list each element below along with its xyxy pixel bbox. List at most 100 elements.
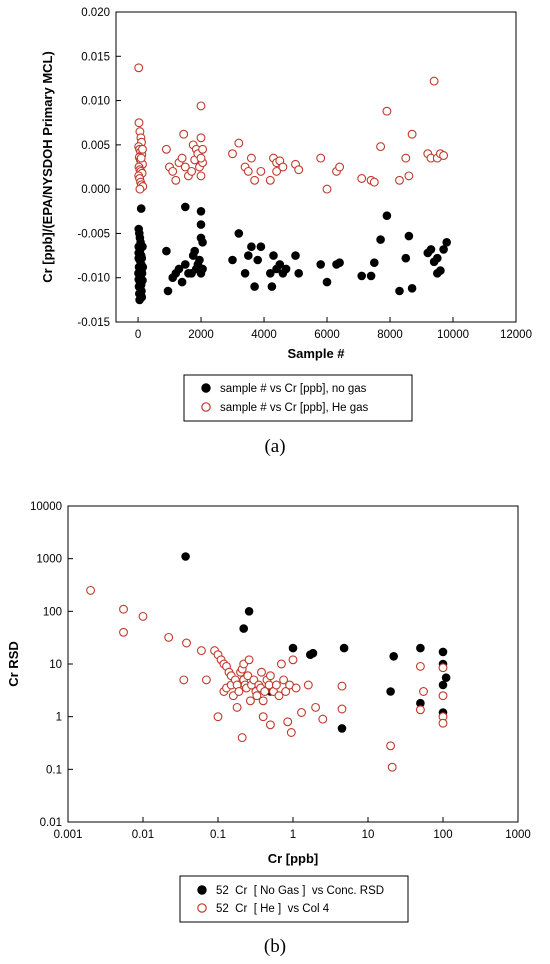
chart-a-point-series-2 — [177, 153, 187, 163]
chart-b-point-series-1 — [339, 643, 349, 653]
chart-b-point-series-2 — [179, 675, 189, 685]
chart-a-point-series-1 — [138, 242, 147, 252]
chart-a-point-series-1 — [134, 248, 144, 258]
chart-a-point-series-2 — [134, 118, 144, 128]
chart-a-point-series-2 — [439, 151, 449, 160]
chart-b-point-series-2 — [286, 728, 296, 737]
chart-a-point-series-2 — [401, 153, 411, 163]
chart-a-point-series-1 — [234, 229, 244, 238]
chart-b-legend-marker-he-gas — [197, 903, 207, 913]
chart-b-point-series-2 — [415, 705, 425, 715]
chart-a-y-tick-label: 0.020 — [81, 7, 110, 19]
chart-b-point-series-2 — [182, 638, 191, 648]
chart-a-point-series-2 — [136, 153, 146, 163]
chart-b-point-series-2 — [297, 708, 306, 717]
chart-b-y-tick-label: 1 — [56, 712, 62, 724]
chart-a-point-series-2 — [196, 171, 206, 181]
chart-a-point-series-2 — [369, 177, 379, 187]
chart-b-point-series-2 — [119, 627, 128, 637]
chart-b-y-tick-label: 100 — [43, 606, 62, 618]
chart-b-point-series-2 — [258, 696, 268, 706]
chart-a-point-series-1 — [369, 258, 379, 268]
chart-a-point-series-2 — [395, 175, 404, 185]
chart-a-point-series-2 — [357, 174, 367, 183]
chart-a-point-series-1 — [250, 282, 259, 291]
chart-a-point-series-2 — [135, 184, 145, 194]
chart-b-point-series-2 — [252, 691, 262, 701]
chart-a-point-series-1 — [240, 268, 250, 278]
panel-label-b: (b) — [264, 936, 286, 957]
chart-b-point-series-2 — [291, 683, 301, 693]
chart-b-point-series-1 — [308, 648, 318, 658]
chart-a-point-series-1 — [195, 255, 204, 265]
chart-b-point-series-2 — [258, 712, 268, 722]
chart-b-point-series-2 — [276, 659, 286, 669]
chart-b-point-series-2 — [303, 680, 313, 690]
chart-a-point-series-1 — [407, 283, 417, 293]
chart-a-point-series-1 — [256, 242, 266, 252]
chart-a-point-series-2 — [250, 175, 260, 185]
chart-b-point-series-2 — [386, 741, 396, 751]
chart-b-point-series-2 — [283, 717, 293, 727]
chart-a-point-series-2 — [196, 133, 206, 143]
chart-a-point-series-1 — [401, 253, 411, 263]
chart-a-point-series-2 — [228, 149, 237, 159]
chart-a-point-series-1 — [181, 202, 190, 212]
chart-b-point-series-1 — [181, 552, 190, 561]
chart-a-point-series-1 — [253, 255, 263, 265]
chart-a-x-tick-label: 0 — [135, 329, 141, 341]
chart-b-point-series-2 — [232, 702, 242, 712]
chart-a-point-series-1 — [265, 268, 275, 278]
chart-a-point-series-1 — [136, 204, 146, 213]
chart-a-legend-marker-he-gas — [201, 402, 211, 412]
chart-a-point-series-2 — [196, 153, 206, 163]
chart-b-point-series-2 — [281, 687, 291, 696]
chart-b-point-series-2 — [274, 691, 284, 701]
chart-a-x-tick-label: 2000 — [188, 329, 214, 341]
chart-a-point-series-2 — [168, 166, 178, 176]
chart-b-point-series-1 — [386, 687, 395, 696]
chart-a-x-tick-label: 8000 — [377, 329, 403, 341]
chart-b-x-tick-label: 0.1 — [210, 829, 226, 841]
chart-a-point-series-1 — [442, 238, 452, 247]
chart-a-point-series-2 — [234, 138, 244, 148]
chart-a-point-series-1 — [294, 268, 304, 278]
chart-b-y-tick-label: 10 — [49, 659, 62, 671]
chart-a-point-series-2 — [179, 129, 189, 139]
chart-a-point-series-1 — [432, 253, 442, 263]
chart-a-point-series-2 — [134, 63, 144, 73]
panel-label-a: (a) — [264, 436, 285, 457]
chart-a-point-series-1 — [357, 271, 367, 281]
chart-a-point-series-2 — [429, 76, 439, 86]
chart-b-point-series-1 — [389, 651, 399, 661]
chart-b-point-series-2 — [337, 681, 347, 691]
chart-b-point-series-2 — [196, 646, 206, 656]
chart-b-point-series-2 — [311, 702, 321, 712]
chart-a-point-series-2 — [171, 175, 181, 185]
chart-a-point-series-1 — [196, 207, 206, 216]
chart-b-point-series-2 — [260, 687, 270, 696]
chart-a-point-series-1 — [269, 251, 278, 260]
chart-a-point-series-2 — [278, 162, 288, 172]
chart-a-x-axis: 0 2000 4000 6000 8000 10000 12000 — [135, 317, 532, 341]
chart-b-x-tick-label: 0.01 — [132, 829, 154, 841]
chart-a-point-series-1 — [322, 277, 332, 287]
chart-a-legend-label-no-gas: sample # vs Cr [ppb], no gas — [220, 383, 367, 395]
chart-b-point-series-2 — [86, 585, 96, 595]
chart-b-point-series-2 — [213, 712, 223, 722]
chart-a-point-series-1 — [136, 290, 146, 299]
chart-a-point-series-1 — [376, 235, 385, 244]
chart-b-point-series-1 — [288, 643, 298, 653]
chart-b-y-axis: 0.01 0.1 1 10 100 1000 10000 — [30, 501, 73, 829]
chart-a-point-series-1 — [395, 286, 404, 296]
chart-b-y-tick-label: 0.1 — [46, 764, 62, 776]
chart-b-point-series-1 — [438, 647, 448, 657]
chart-b-legend-label-no-gas: 52 Cr [ No Gas ] vs Conc. RSD — [216, 885, 384, 897]
chart-b-point-series-1 — [441, 673, 451, 682]
chart-a-point-series-2 — [180, 162, 190, 172]
chart-a-point-series-1 — [177, 277, 187, 287]
chart-b-point-series-2 — [279, 675, 289, 685]
chart-a-legend: sample # vs Cr [ppb], no gas sample # vs… — [183, 374, 413, 422]
chart-b-point-series-2 — [265, 671, 275, 681]
